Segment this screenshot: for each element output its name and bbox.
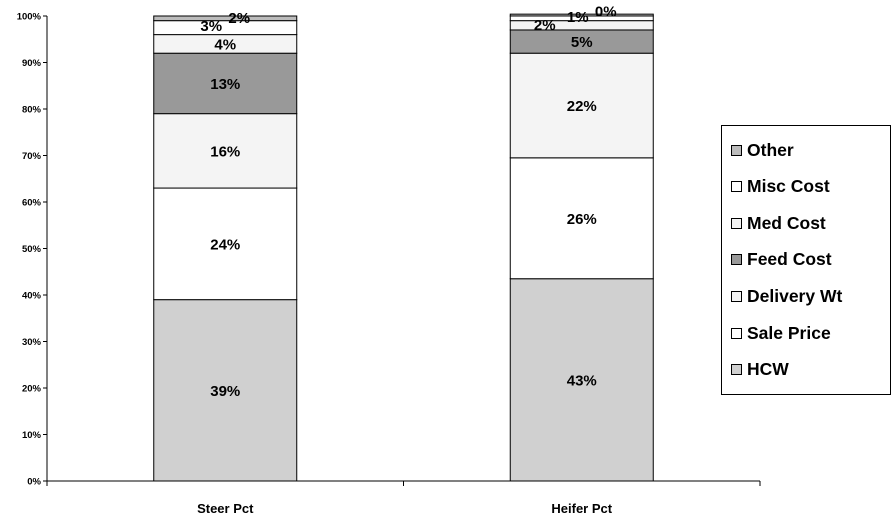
legend-item: Misc Cost <box>731 172 890 202</box>
data-label: 16% <box>210 143 240 160</box>
data-label: 2% <box>228 10 250 27</box>
y-tick-label: 20% <box>22 384 42 395</box>
bar-segment-other <box>509 13 654 17</box>
legend: Other Misc Cost Med Cost Feed Cost Delivery … <box>721 125 891 395</box>
legend-label: Sale Price <box>747 322 831 343</box>
data-label: 43% <box>567 372 597 389</box>
bar-segment-misc-cost <box>153 20 298 36</box>
data-label: 13% <box>210 76 240 93</box>
y-tick-label: 70% <box>22 151 42 162</box>
bar-segment-feed-cost <box>153 52 298 115</box>
legend-item: Delivery Wt <box>731 282 890 312</box>
data-label: 26% <box>567 211 597 228</box>
data-label: 4% <box>214 36 236 53</box>
legend-item: Sale Price <box>731 318 890 348</box>
x-category-label: Heifer Pct <box>551 501 612 516</box>
data-label: 3% <box>200 18 222 35</box>
legend-label: Other <box>747 139 794 160</box>
legend-label: Feed Cost <box>747 249 832 270</box>
legend-swatch <box>731 217 742 229</box>
data-label: 0% <box>595 4 617 21</box>
legend-item: Med Cost <box>731 208 890 238</box>
y-tick-label: 50% <box>22 244 42 255</box>
bar-segment-delivery-wt <box>153 113 298 189</box>
legend-label: Med Cost <box>747 212 826 233</box>
data-label: 1% <box>567 9 589 26</box>
y-tick-label: 100% <box>17 12 42 23</box>
legend-label: Misc Cost <box>747 176 830 197</box>
legend-swatch <box>731 364 742 376</box>
y-tick-label: 30% <box>22 337 42 348</box>
y-tick-label: 60% <box>22 198 42 209</box>
bar-segment-other <box>153 15 298 22</box>
data-label: 5% <box>571 34 593 51</box>
y-tick-label: 90% <box>22 58 42 69</box>
y-tick-label: 0% <box>27 477 41 488</box>
legend-swatch <box>731 254 742 266</box>
legend-item: HCW <box>731 355 890 385</box>
data-label: 39% <box>210 383 240 400</box>
data-label: 22% <box>567 98 597 115</box>
legend-item: Other <box>731 135 890 165</box>
y-tick-label: 40% <box>22 291 42 302</box>
bar-segment-sale-price <box>153 187 298 301</box>
y-tick-label: 10% <box>22 430 42 441</box>
legend-swatch <box>731 327 742 339</box>
data-label: 24% <box>210 236 240 253</box>
data-labels: 39% 24% 16% 13% 4%3% 2% 43% 26% 22% 5% 2% 1% 0% <box>200 4 616 400</box>
bar-segment-hcw <box>153 299 298 482</box>
legend-item: Feed Cost <box>731 245 890 275</box>
y-tick-label: 80% <box>22 105 42 116</box>
data-label: 2% <box>534 17 556 34</box>
legend-label: HCW <box>747 359 789 380</box>
bar-segment-delivery-wt <box>509 52 654 159</box>
bar-segment-hcw <box>509 278 654 482</box>
legend-swatch <box>731 291 742 303</box>
legend-swatch <box>731 181 742 193</box>
legend-label: Delivery Wt <box>747 286 843 307</box>
x-category-label: Steer Pct <box>197 501 254 516</box>
bars <box>153 13 654 482</box>
legend-swatch <box>731 144 742 156</box>
